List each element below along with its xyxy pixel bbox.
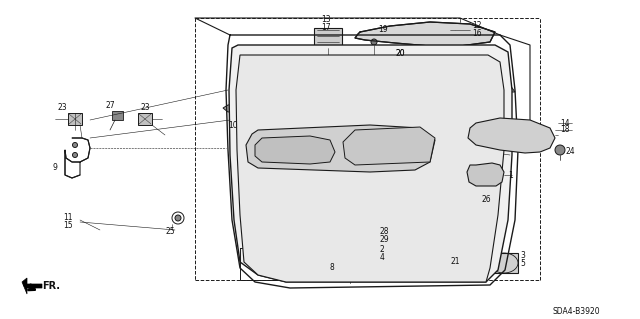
Bar xyxy=(500,139,518,149)
Text: 4: 4 xyxy=(380,253,385,262)
Polygon shape xyxy=(229,45,512,282)
Bar xyxy=(358,135,380,147)
Bar xyxy=(490,253,518,273)
Circle shape xyxy=(250,120,260,130)
Text: 23: 23 xyxy=(57,102,67,112)
Text: 28: 28 xyxy=(380,227,390,236)
Ellipse shape xyxy=(373,196,463,260)
Bar xyxy=(358,238,376,243)
Circle shape xyxy=(269,145,275,151)
Text: 29: 29 xyxy=(380,235,390,244)
Text: 10: 10 xyxy=(228,121,238,130)
Bar xyxy=(470,168,496,182)
Bar xyxy=(314,28,342,48)
Text: 19: 19 xyxy=(378,26,388,34)
Bar xyxy=(342,262,358,276)
Text: 26: 26 xyxy=(482,196,492,204)
Bar xyxy=(138,113,152,125)
Text: 25: 25 xyxy=(165,227,175,236)
Text: 14: 14 xyxy=(560,118,570,128)
Circle shape xyxy=(175,215,181,221)
Polygon shape xyxy=(468,118,555,153)
Text: 9: 9 xyxy=(52,164,58,173)
Text: 13: 13 xyxy=(321,16,331,25)
Circle shape xyxy=(458,249,465,256)
Circle shape xyxy=(474,198,478,202)
Polygon shape xyxy=(22,278,42,294)
Text: FR.: FR. xyxy=(42,281,60,291)
Text: 17: 17 xyxy=(321,23,331,32)
Text: 12: 12 xyxy=(472,21,481,31)
Text: 8: 8 xyxy=(329,263,334,272)
Polygon shape xyxy=(255,136,335,164)
Polygon shape xyxy=(223,85,515,112)
Polygon shape xyxy=(355,22,495,46)
Circle shape xyxy=(387,48,392,54)
Text: 27: 27 xyxy=(105,100,115,109)
Bar xyxy=(472,170,482,180)
Text: 5: 5 xyxy=(520,258,525,268)
Circle shape xyxy=(371,39,377,45)
Bar xyxy=(480,139,498,149)
Circle shape xyxy=(72,143,77,147)
Bar xyxy=(480,127,498,137)
Polygon shape xyxy=(246,125,435,172)
Text: 15: 15 xyxy=(63,221,73,231)
Text: 3: 3 xyxy=(520,250,525,259)
Circle shape xyxy=(555,145,565,155)
Ellipse shape xyxy=(380,202,456,254)
Text: 20: 20 xyxy=(396,48,406,57)
Text: 18: 18 xyxy=(560,125,570,135)
Text: 11: 11 xyxy=(63,213,73,222)
Bar xyxy=(484,170,494,180)
Bar xyxy=(358,232,376,237)
Bar xyxy=(112,111,123,120)
Bar xyxy=(358,149,380,161)
Polygon shape xyxy=(467,163,504,186)
Bar xyxy=(68,113,82,125)
Text: 16: 16 xyxy=(472,28,482,38)
Text: 6: 6 xyxy=(294,83,299,92)
Text: 1: 1 xyxy=(508,170,513,180)
Bar xyxy=(386,135,408,147)
Polygon shape xyxy=(343,127,435,165)
Polygon shape xyxy=(236,55,504,282)
Text: 21: 21 xyxy=(451,257,460,266)
Circle shape xyxy=(72,152,77,158)
Bar xyxy=(386,149,408,161)
Text: SDA4-B3920: SDA4-B3920 xyxy=(552,308,600,316)
Bar xyxy=(500,127,518,137)
Text: 20: 20 xyxy=(395,48,404,57)
Bar xyxy=(356,230,378,244)
Text: 2: 2 xyxy=(380,246,385,255)
Text: 24: 24 xyxy=(566,147,575,157)
Text: 23: 23 xyxy=(140,102,150,112)
Text: 7: 7 xyxy=(294,88,299,98)
